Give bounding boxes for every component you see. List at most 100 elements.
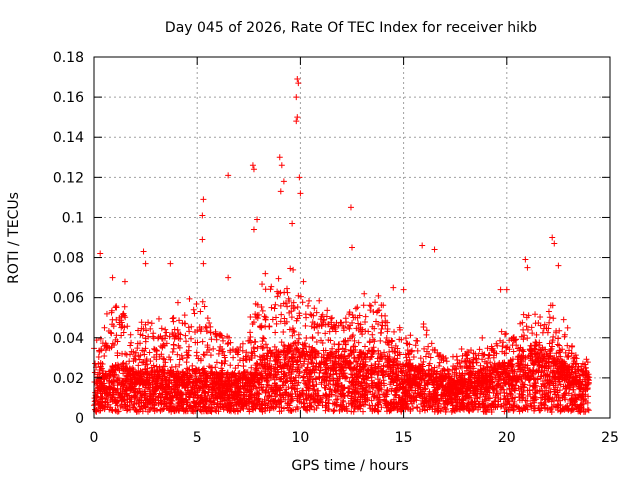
data-point (115, 375, 122, 382)
data-point (108, 309, 115, 316)
data-point (268, 385, 275, 392)
data-point (160, 341, 167, 348)
data-point (191, 384, 198, 391)
data-point (570, 386, 577, 393)
data-point (362, 387, 369, 394)
data-point (241, 369, 248, 376)
data-point (480, 365, 487, 372)
data-point (166, 383, 173, 390)
data-point (100, 403, 107, 410)
data-point (426, 393, 433, 400)
data-point (127, 342, 134, 349)
data-point (420, 324, 427, 331)
data-point (275, 275, 282, 282)
data-point (288, 314, 295, 321)
data-point (271, 305, 278, 312)
data-point (117, 390, 124, 397)
data-point (408, 347, 415, 354)
data-point (413, 404, 420, 411)
data-point (571, 358, 578, 365)
data-point (464, 381, 471, 388)
data-point (183, 359, 190, 366)
data-point (224, 382, 231, 389)
data-point (570, 377, 577, 384)
data-point (481, 388, 488, 395)
data-point (554, 404, 561, 411)
data-point (340, 404, 347, 411)
data-point (284, 303, 291, 310)
data-point (236, 357, 243, 364)
data-point (274, 293, 281, 300)
data-point (541, 396, 548, 403)
data-point (179, 320, 186, 327)
data-point (337, 319, 344, 326)
data-point (222, 377, 229, 384)
data-point (309, 344, 316, 351)
data-point (404, 347, 411, 354)
data-point (463, 365, 470, 372)
data-point (428, 371, 435, 378)
data-point (179, 382, 186, 389)
data-point (294, 357, 301, 364)
data-point (427, 354, 434, 361)
data-point (107, 392, 114, 399)
data-point (311, 305, 318, 312)
data-point (212, 379, 219, 386)
data-point (287, 345, 294, 352)
data-point (310, 363, 317, 370)
data-point (315, 350, 322, 357)
data-point (519, 391, 526, 398)
data-point (278, 339, 285, 346)
data-point (428, 340, 435, 347)
data-point (172, 332, 179, 339)
data-point (398, 405, 405, 412)
data-point (280, 373, 287, 380)
data-point (361, 343, 368, 350)
data-point (501, 389, 508, 396)
data-point (366, 339, 373, 346)
data-point (114, 376, 121, 383)
data-point (128, 398, 135, 405)
data-point (301, 342, 308, 349)
data-point (391, 328, 398, 335)
data-point (475, 378, 482, 385)
data-point (169, 330, 176, 337)
data-point (470, 350, 477, 357)
data-point (472, 392, 479, 399)
data-point (204, 375, 211, 382)
data-point (210, 399, 217, 406)
data-point (160, 363, 167, 370)
data-point (540, 354, 547, 361)
data-point (330, 362, 337, 369)
data-point (400, 389, 407, 396)
data-point (396, 324, 403, 331)
data-point (467, 369, 474, 376)
data-point (454, 360, 461, 367)
data-point (516, 361, 523, 368)
data-point (190, 398, 197, 405)
data-point (248, 349, 255, 356)
data-point (540, 325, 547, 332)
data-point (240, 395, 247, 402)
data-point (372, 361, 379, 368)
data-point (323, 382, 330, 389)
data-point (188, 335, 195, 342)
data-point (168, 379, 175, 386)
data-point (273, 383, 280, 390)
data-point (280, 329, 287, 336)
data-point (356, 312, 363, 319)
data-point (578, 393, 585, 400)
data-point (197, 373, 204, 380)
data-point (471, 398, 478, 405)
data-point (371, 348, 378, 355)
data-point (569, 365, 576, 372)
data-point (132, 356, 139, 363)
data-point (470, 365, 477, 372)
data-point (572, 370, 579, 377)
data-point (247, 314, 254, 321)
data-point (551, 358, 558, 365)
data-point (280, 405, 287, 412)
data-point (450, 363, 457, 370)
data-point (123, 391, 130, 398)
data-point (576, 405, 583, 412)
